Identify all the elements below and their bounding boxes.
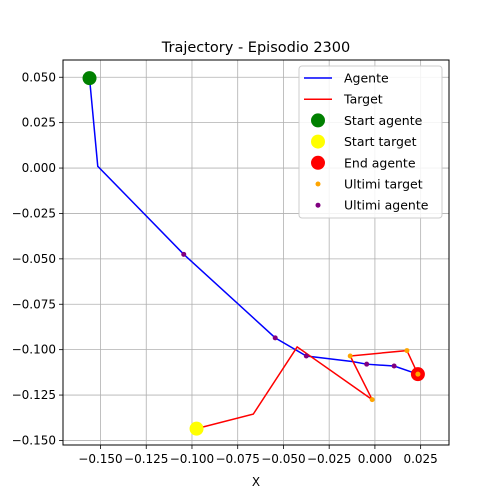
x-tick-label: −0.025 <box>307 452 351 466</box>
legend-end-agente-label: End agente <box>344 155 416 170</box>
legend-ultimi-agente-label: Ultimi agente <box>344 198 429 213</box>
legend-agente-label: Agente <box>344 71 389 86</box>
legend-start-target-swatch <box>311 135 325 149</box>
legend: Agente Target Start agente Start target End … <box>299 66 442 218</box>
y-tick-label: −0.075 <box>12 297 56 311</box>
ultimi-target-point <box>415 372 420 377</box>
ultimi-target-point <box>370 397 375 402</box>
legend-start-target-label: Start target <box>344 134 417 149</box>
y-tick-label: −0.125 <box>12 388 56 402</box>
y-tick-label: −0.100 <box>12 343 56 357</box>
legend-ultimi-target-swatch <box>316 182 321 187</box>
ultimi-agente-point <box>364 362 369 367</box>
legend-ultimi-agente-swatch <box>316 203 321 208</box>
target-line <box>197 347 418 429</box>
legend-target-label: Target <box>343 92 383 107</box>
x-tick-label: 0.000 <box>358 452 392 466</box>
y-tick-label: −0.150 <box>12 433 56 447</box>
legend-start-agente-label: Start agente <box>344 113 423 128</box>
y-tick-label: 0.050 <box>22 70 56 84</box>
start-agente-marker <box>83 71 97 85</box>
x-tick-label: −0.050 <box>261 452 305 466</box>
x-tick-label: −0.075 <box>215 452 259 466</box>
y-tick-label: −0.050 <box>12 252 56 266</box>
chart-title: Trajectory - Episodio 2300 <box>161 40 350 56</box>
ultimi-agente-point <box>304 354 309 359</box>
x-tick-label: −0.100 <box>170 452 214 466</box>
legend-end-agente-swatch <box>311 156 325 170</box>
ultimi-agente-point <box>181 252 186 257</box>
y-tick-label: 0.000 <box>22 161 56 175</box>
ultimi-agente-point <box>273 335 278 340</box>
legend-ultimi-target-label: Ultimi target <box>344 177 423 192</box>
ultimi-target-point <box>404 348 409 353</box>
start-target-marker <box>190 422 204 436</box>
y-tick-label: 0.025 <box>22 116 56 130</box>
x-axis-label: X <box>252 475 260 489</box>
y-tick-label: −0.025 <box>12 206 56 220</box>
x-tick-label: −0.150 <box>78 452 122 466</box>
x-tick-label: −0.125 <box>124 452 168 466</box>
ultimi-agente-point <box>392 364 397 369</box>
x-tick-label: 0.025 <box>403 452 437 466</box>
ultimi-target-point <box>348 354 353 359</box>
legend-start-agente-swatch <box>311 113 325 127</box>
